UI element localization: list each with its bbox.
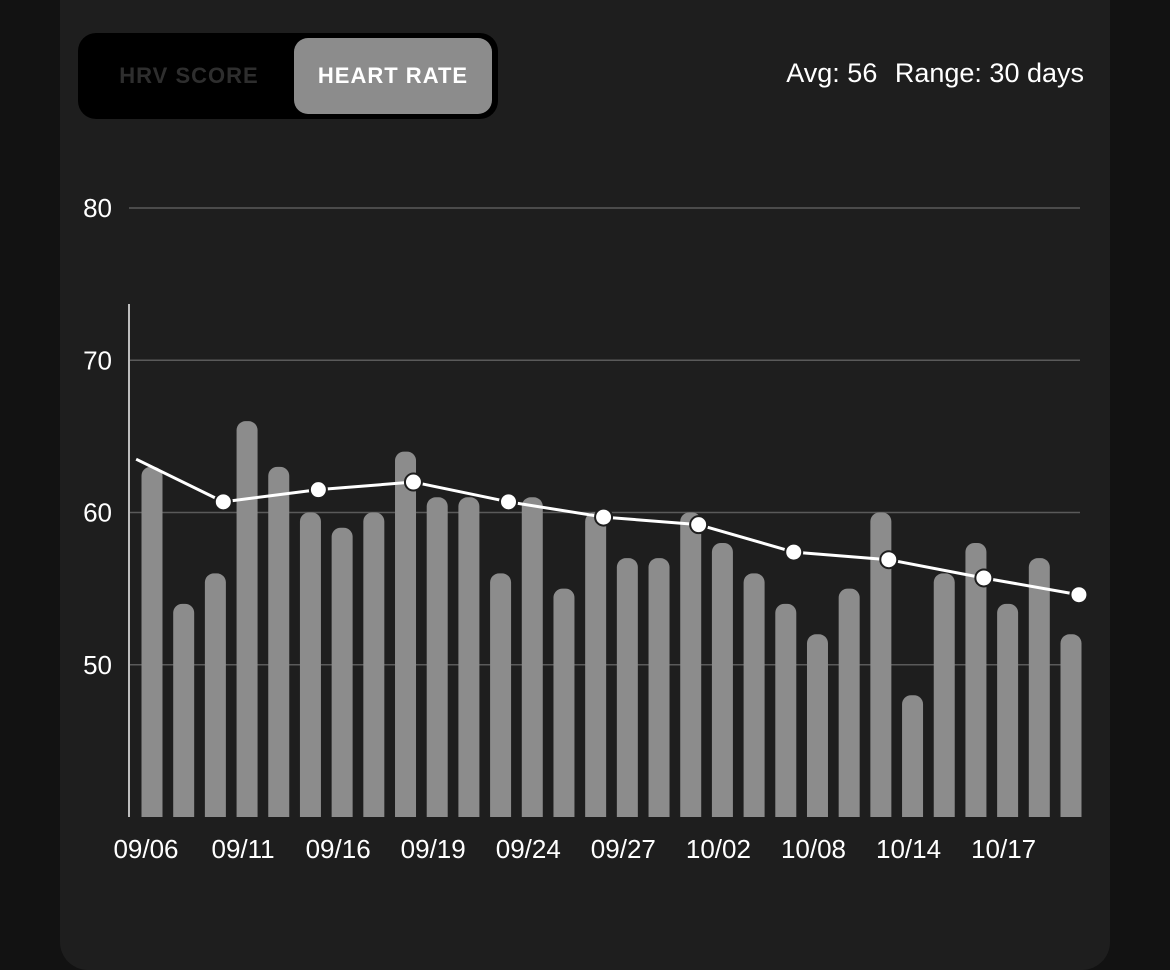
bar-4 — [268, 466, 290, 827]
bar-29 — [1060, 634, 1082, 827]
x-tick-label: 09/16 — [306, 834, 371, 864]
bar-22 — [838, 588, 860, 827]
axis-baseline-mask — [60, 817, 1110, 831]
trend-point-4 — [499, 492, 519, 512]
bar-28 — [1028, 558, 1050, 827]
bar-18 — [711, 542, 733, 827]
heart-rate-chart: 50 60 70 80 09/06 09/11 09/16 09/19 09/24 09/27 10… — [60, 193, 1110, 864]
bar-20 — [775, 603, 797, 827]
bar-13 — [553, 588, 575, 827]
bar-24 — [902, 695, 924, 827]
bar-2 — [204, 573, 226, 827]
summary-stats: Avg: 56 Range: 30 days — [786, 58, 1084, 89]
bar-15 — [616, 558, 638, 827]
average-value: Avg: 56 — [786, 58, 878, 88]
bar-27 — [997, 603, 1019, 827]
bar-3 — [236, 421, 258, 827]
bar-7 — [363, 512, 385, 827]
bar-1 — [173, 603, 195, 827]
bar-10 — [458, 497, 480, 827]
y-tick-label: 50 — [83, 650, 112, 680]
bar-16 — [648, 558, 670, 827]
trend-point-1 — [213, 492, 233, 512]
bar-0 — [141, 466, 163, 827]
y-tick-label: 80 — [83, 193, 112, 223]
x-tick-label: 10/17 — [971, 834, 1036, 864]
bar-23 — [870, 512, 892, 827]
x-tick-label: 09/19 — [401, 834, 466, 864]
tab-hrv-score[interactable]: HRV SCORE — [119, 63, 259, 88]
bar-6 — [331, 527, 353, 827]
bar-9 — [426, 497, 448, 827]
bar-5 — [299, 512, 321, 827]
y-tick-label: 70 — [83, 345, 112, 375]
range-value: Range: 30 days — [894, 58, 1084, 88]
x-tick-label: 10/08 — [781, 834, 846, 864]
bar-14 — [585, 512, 607, 827]
bar-21 — [806, 634, 828, 827]
bar-26 — [965, 542, 987, 827]
trend-point-10 — [1069, 585, 1089, 605]
trend-point-3 — [403, 472, 423, 492]
trend-point-7 — [784, 542, 804, 562]
trend-point-6 — [689, 515, 709, 535]
tab-heart-rate[interactable]: HEART RATE — [294, 38, 492, 114]
metric-toggle: HRV SCORE HEART RATE — [78, 33, 498, 119]
bar-8 — [395, 451, 417, 827]
x-tick-label: 09/27 — [591, 834, 656, 864]
bar-19 — [743, 573, 765, 827]
x-tick-label: 10/02 — [686, 834, 751, 864]
x-tick-label: 10/14 — [876, 834, 941, 864]
trend-point-9 — [974, 568, 994, 588]
bar-11 — [490, 573, 512, 827]
x-tick-label: 09/11 — [211, 834, 274, 864]
trend-point-8 — [879, 550, 899, 570]
y-tick-label: 60 — [83, 498, 112, 528]
bar-12 — [521, 497, 543, 827]
x-tick-label: 09/24 — [496, 834, 561, 864]
trend-point-2 — [308, 480, 328, 500]
x-tick-label: 09/06 — [113, 834, 178, 864]
bar-17 — [680, 512, 702, 827]
trend-point-5 — [594, 507, 614, 527]
bar-25 — [933, 573, 955, 827]
